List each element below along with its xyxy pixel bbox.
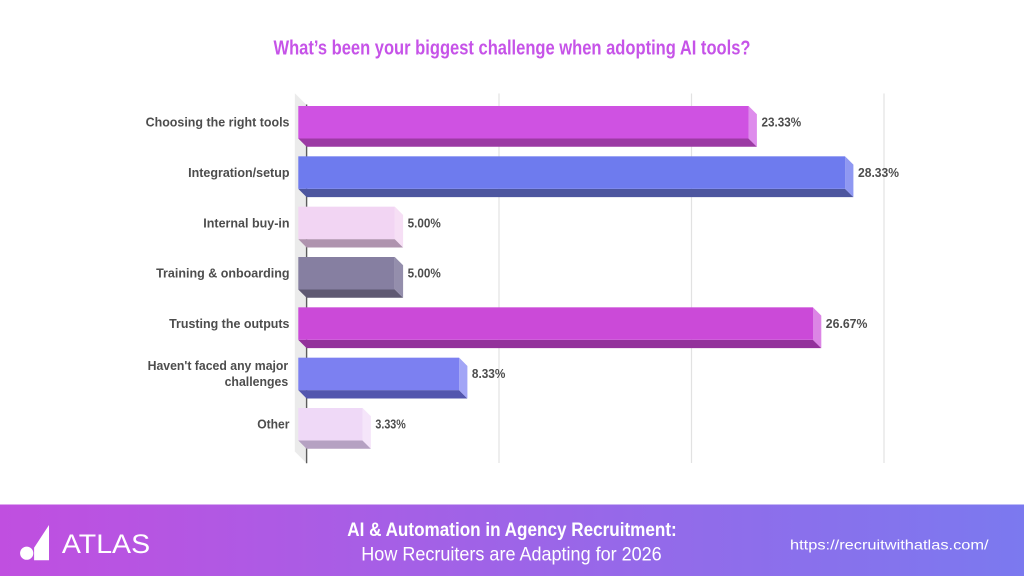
svg-text:AI & Automation in Agency Recr: AI & Automation in Agency Recruitment:	[347, 520, 677, 541]
svg-text:5.00%: 5.00%	[408, 215, 442, 230]
svg-text:ATLAS: ATLAS	[62, 529, 150, 559]
svg-text:https://recruitwithatlas.com/: https://recruitwithatlas.com/	[790, 536, 989, 552]
svg-text:26.67%: 26.67%	[826, 316, 868, 331]
svg-text:23.33%: 23.33%	[762, 115, 802, 130]
svg-text:What’s been your biggest chall: What’s been your biggest challenge when …	[274, 37, 751, 59]
svg-text:challenges: challenges	[225, 374, 289, 389]
svg-text:8.33%: 8.33%	[472, 366, 506, 381]
svg-text:Other: Other	[257, 417, 289, 432]
svg-text:3.33%: 3.33%	[375, 417, 406, 432]
svg-text:How Recruiters are Adapting fo: How Recruiters are Adapting for 2026	[361, 545, 661, 566]
svg-text:5.00%: 5.00%	[408, 266, 442, 281]
svg-text:Integration/setup: Integration/setup	[188, 165, 289, 180]
svg-text:Training & onboarding: Training & onboarding	[156, 266, 289, 281]
svg-text:Internal buy-in: Internal buy-in	[203, 215, 289, 230]
svg-text:Trusting the outputs: Trusting the outputs	[169, 316, 289, 331]
svg-text:28.33%: 28.33%	[858, 165, 899, 180]
svg-text:Haven't faced any major: Haven't faced any major	[148, 358, 289, 373]
svg-text:Choosing the right tools: Choosing the right tools	[146, 115, 290, 130]
